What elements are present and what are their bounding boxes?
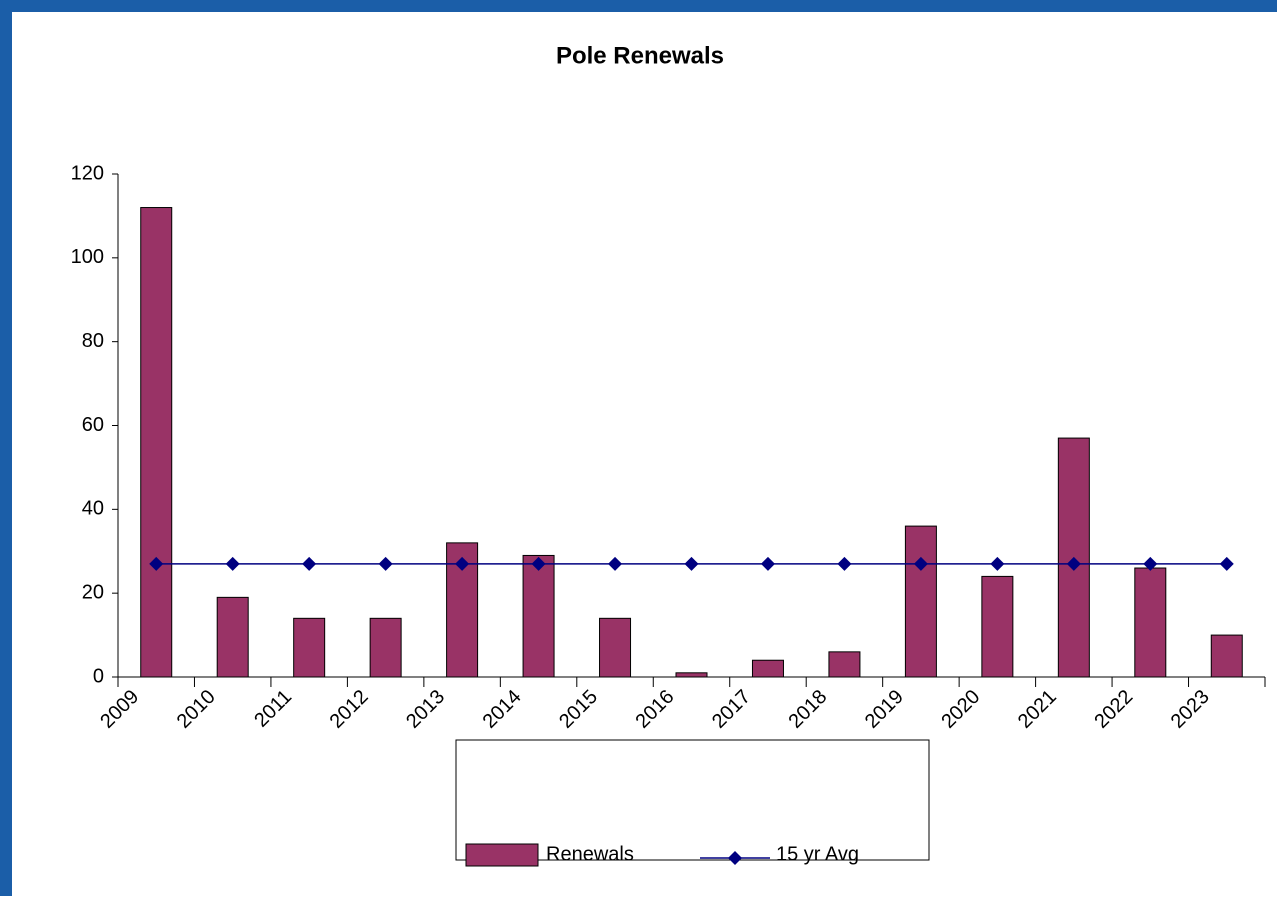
chart-title: Pole Renewals <box>556 42 724 69</box>
y-tick-label: 20 <box>82 581 104 603</box>
legend-label: 15 yr Avg <box>776 843 859 865</box>
bar <box>828 651 861 678</box>
bar <box>904 525 937 678</box>
y-tick-label: 80 <box>82 330 104 352</box>
y-tick-label: 100 <box>71 246 104 268</box>
avg-marker <box>990 556 1005 571</box>
bar <box>599 617 632 678</box>
bar <box>369 617 402 678</box>
avg-marker <box>837 556 852 571</box>
avg-marker <box>684 556 699 571</box>
legend <box>455 739 930 861</box>
avg-marker <box>1066 556 1081 571</box>
avg-marker <box>531 556 546 571</box>
avg-marker <box>760 556 775 571</box>
bar <box>751 659 784 678</box>
avg-marker <box>455 556 470 571</box>
avg-marker <box>913 556 928 571</box>
bar <box>1210 634 1243 678</box>
bar <box>522 554 555 678</box>
y-tick-label: 120 <box>71 162 104 184</box>
avg-marker <box>1143 556 1158 571</box>
legend-swatch <box>465 843 539 867</box>
bar <box>675 672 708 678</box>
avg-marker <box>608 556 623 571</box>
y-tick-label: 0 <box>93 665 104 687</box>
avg-marker <box>1219 556 1234 571</box>
bar <box>216 596 249 678</box>
avg-marker <box>378 556 393 571</box>
bar <box>1134 567 1167 678</box>
y-tick-label: 60 <box>82 414 104 436</box>
bar <box>293 617 326 678</box>
avg-marker <box>149 556 164 571</box>
bar <box>140 207 173 678</box>
y-tick-label: 40 <box>82 498 104 520</box>
legend-marker <box>728 851 742 865</box>
bar <box>981 575 1014 678</box>
avg-marker <box>302 556 317 571</box>
legend-label: Renewals <box>546 843 634 865</box>
avg-marker <box>225 556 240 571</box>
